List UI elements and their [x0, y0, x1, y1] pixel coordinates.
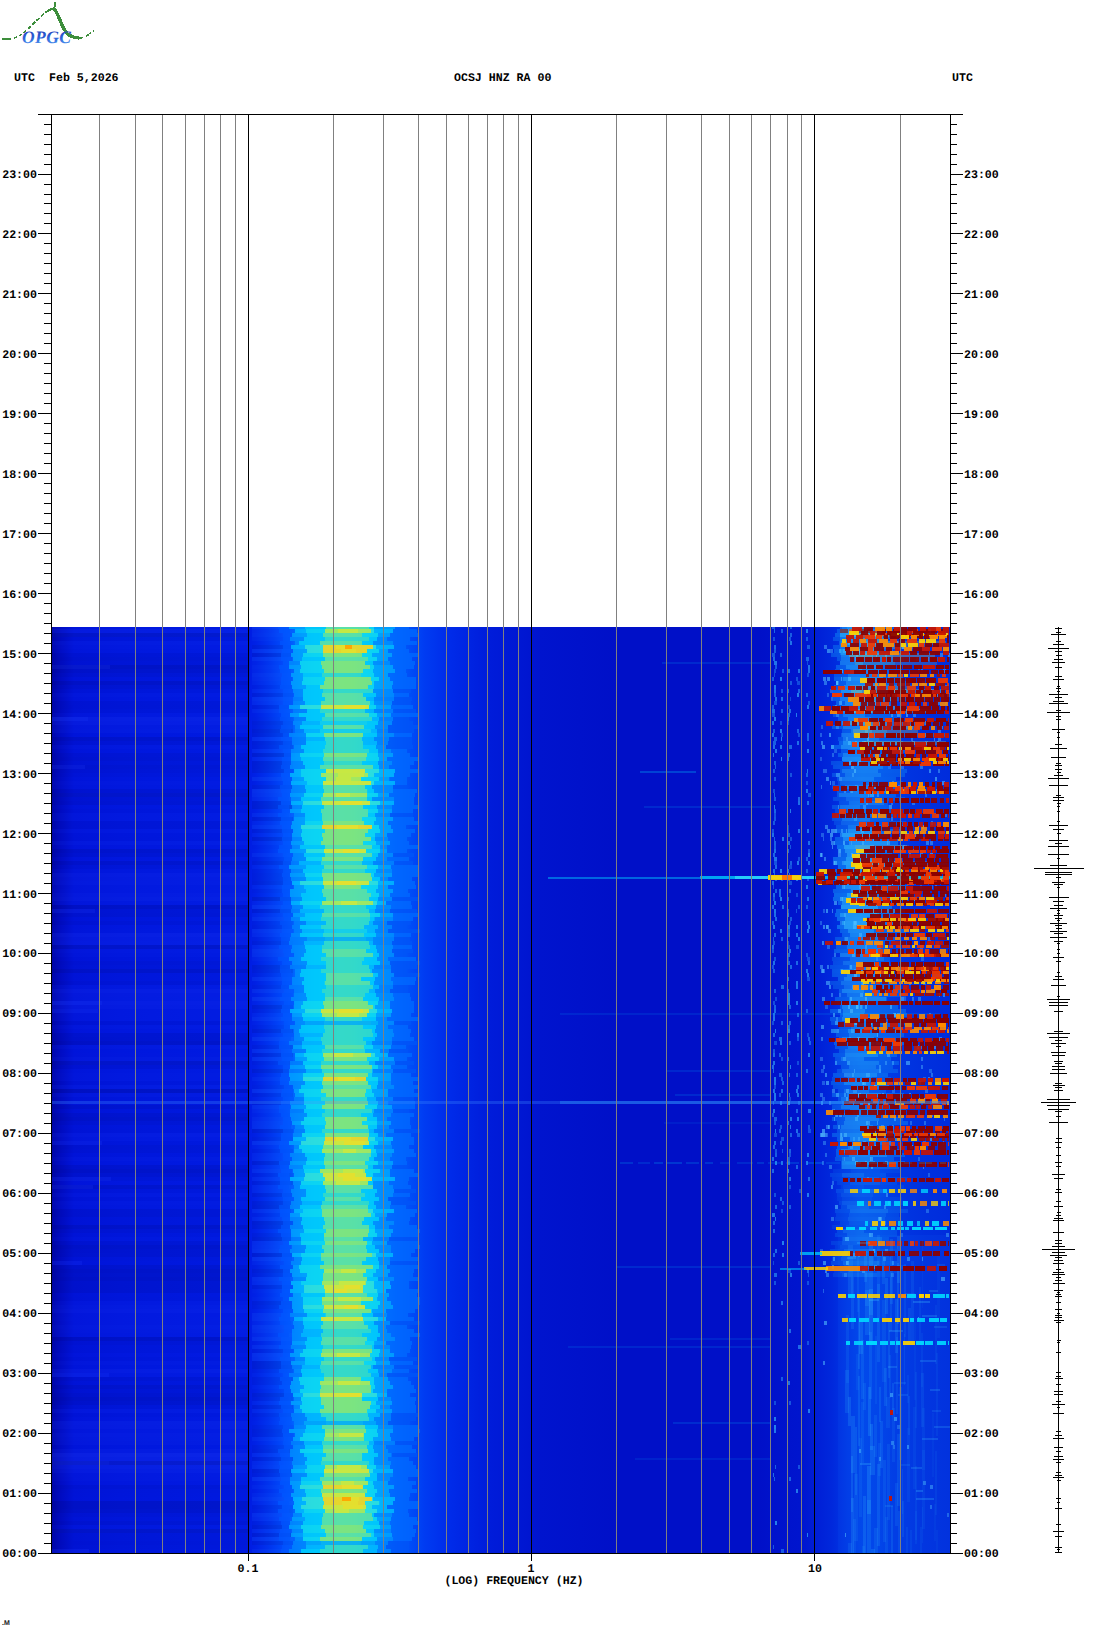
svg-text:05:00: 05:00	[964, 1248, 999, 1261]
svg-text:00:00: 00:00	[964, 1548, 999, 1561]
svg-text:17:00: 17:00	[964, 529, 999, 542]
svg-text:05:00: 05:00	[2, 1248, 37, 1261]
svg-text:12:00: 12:00	[2, 829, 37, 842]
svg-text:10: 10	[808, 1563, 822, 1576]
svg-text:0.1: 0.1	[238, 1563, 259, 1576]
svg-text:09:00: 09:00	[964, 1008, 999, 1021]
svg-text:.M: .M	[2, 1620, 10, 1627]
svg-text:10:00: 10:00	[964, 948, 999, 961]
svg-text:11:00: 11:00	[2, 889, 37, 902]
svg-text:13:00: 13:00	[964, 769, 999, 782]
svg-text:02:00: 02:00	[964, 1428, 999, 1441]
svg-text:13:00: 13:00	[2, 769, 37, 782]
svg-text:08:00: 08:00	[964, 1068, 999, 1081]
svg-text:03:00: 03:00	[964, 1368, 999, 1381]
svg-text:22:00: 22:00	[964, 229, 999, 242]
svg-text:23:00: 23:00	[964, 169, 999, 182]
svg-text:07:00: 07:00	[964, 1128, 999, 1141]
svg-text:15:00: 15:00	[964, 649, 999, 662]
svg-text:06:00: 06:00	[964, 1188, 999, 1201]
svg-text:OCSJ HNZ RA 00: OCSJ HNZ RA 00	[454, 72, 551, 85]
svg-text:Feb 5,2026: Feb 5,2026	[49, 72, 119, 85]
svg-text:18:00: 18:00	[964, 469, 999, 482]
svg-text:20:00: 20:00	[964, 349, 999, 362]
svg-text:14:00: 14:00	[2, 709, 37, 722]
svg-text:01:00: 01:00	[964, 1488, 999, 1501]
svg-text:15:00: 15:00	[2, 649, 37, 662]
svg-text:03:00: 03:00	[2, 1368, 37, 1381]
svg-text:09:00: 09:00	[2, 1008, 37, 1021]
svg-text:04:00: 04:00	[2, 1308, 37, 1321]
svg-text:12:00: 12:00	[964, 829, 999, 842]
svg-text:10:00: 10:00	[2, 948, 37, 961]
svg-text:17:00: 17:00	[2, 529, 37, 542]
svg-text:07:00: 07:00	[2, 1128, 37, 1141]
svg-text:11:00: 11:00	[964, 889, 999, 902]
svg-text:20:00: 20:00	[2, 349, 37, 362]
svg-text:21:00: 21:00	[2, 289, 37, 302]
svg-text:22:00: 22:00	[2, 229, 37, 242]
svg-text:01:00: 01:00	[2, 1488, 37, 1501]
svg-text:UTC: UTC	[14, 72, 35, 85]
svg-text:16:00: 16:00	[964, 589, 999, 602]
svg-text:(LOG) FREQUENCY (HZ): (LOG) FREQUENCY (HZ)	[444, 1575, 583, 1588]
svg-text:18:00: 18:00	[2, 469, 37, 482]
svg-text:14:00: 14:00	[964, 709, 999, 722]
svg-text:02:00: 02:00	[2, 1428, 37, 1441]
svg-text:23:00: 23:00	[2, 169, 37, 182]
svg-text:21:00: 21:00	[964, 289, 999, 302]
svg-text:OPGC: OPGC	[22, 27, 71, 47]
svg-text:UTC: UTC	[952, 72, 973, 85]
svg-text:19:00: 19:00	[2, 409, 37, 422]
svg-text:08:00: 08:00	[2, 1068, 37, 1081]
svg-text:19:00: 19:00	[964, 409, 999, 422]
svg-text:04:00: 04:00	[964, 1308, 999, 1321]
svg-text:16:00: 16:00	[2, 589, 37, 602]
svg-text:06:00: 06:00	[2, 1188, 37, 1201]
svg-text:00:00: 00:00	[2, 1548, 37, 1561]
